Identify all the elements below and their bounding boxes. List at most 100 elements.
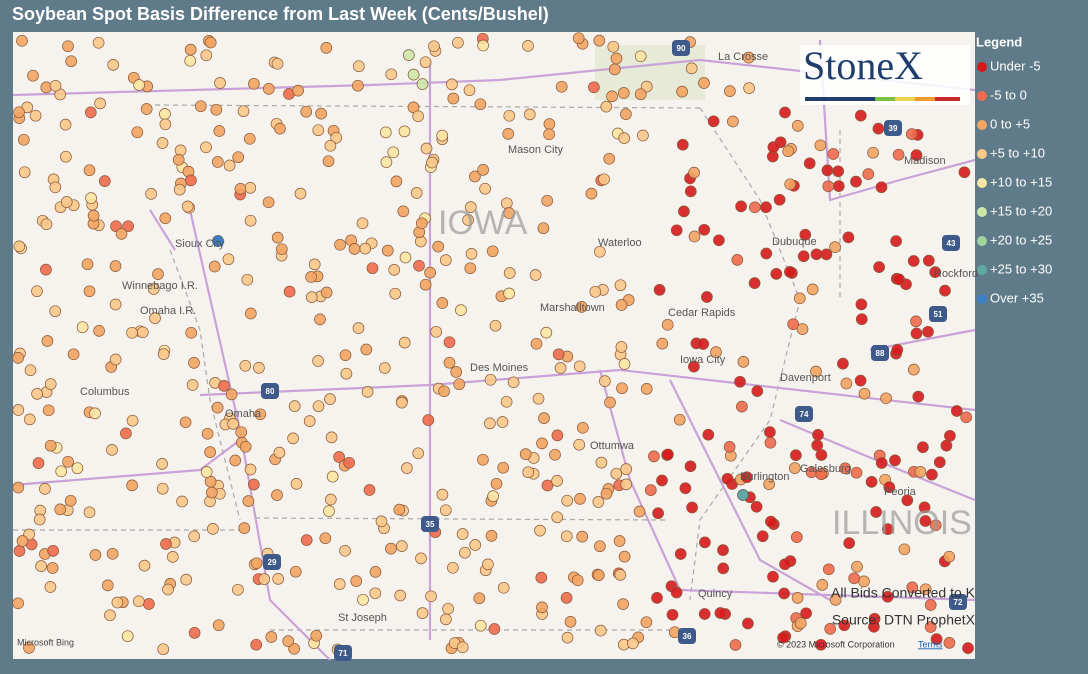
bid-point [750,500,763,513]
bid-point [770,268,783,280]
bid-point [54,503,67,516]
bid-point [310,629,323,642]
bid-point [919,515,932,527]
bid-point [652,507,664,520]
bid-point [821,164,834,177]
bid-point [573,438,586,451]
legend-label: +10 to +15 [990,174,1052,189]
bid-point [456,641,469,654]
bid-point [606,90,618,103]
bid-point [803,157,816,170]
bid-point [375,515,388,528]
bid-point [442,602,454,615]
bid-point [424,266,436,279]
bid-point [640,383,653,395]
bid-point [138,559,151,572]
city-label: Marshalltown [540,302,605,314]
bid-point [438,385,450,398]
bid-point [926,468,938,481]
bid-point [620,108,632,120]
highway-number: 72 [954,598,963,607]
terms-link[interactable]: Terms [918,639,943,649]
bid-point [907,255,920,267]
bid-point [104,609,116,622]
bid-point [145,188,157,200]
bid-point [254,408,267,421]
bid-point [357,593,369,606]
bid-point [962,642,974,654]
logo-bar [895,97,915,101]
bid-point [107,59,120,71]
logo-bar [915,97,935,101]
bid-point [40,263,52,276]
bid-point [561,631,574,644]
bid-point [551,429,564,442]
bid-point [185,326,198,339]
bid-point [387,146,400,159]
highway-shield [678,628,696,644]
bid-point [253,362,265,374]
bid-point [242,495,255,507]
bid-point [410,187,423,199]
bid-point [810,365,822,378]
highway-number: 43 [947,239,956,248]
bid-points [12,32,974,656]
bid-point [474,619,487,632]
bid-point [589,285,602,298]
bid-point [115,228,128,240]
bid-point [881,523,894,535]
bid-point [459,546,471,559]
bid-point [905,128,918,140]
bid-point [44,378,57,390]
bid-point [156,458,168,470]
bid-point [593,245,606,258]
bid-point [121,630,134,643]
bid-point [653,284,666,296]
bid-point [24,364,37,377]
bid-point [714,607,727,619]
logo-background [800,45,970,105]
bid-point [241,273,254,286]
bid-point [838,619,851,632]
bid-point [258,573,271,585]
bid-point [595,456,608,469]
bid-point [541,479,554,492]
bid-point [272,573,285,585]
bid-point [262,83,275,95]
bid-point [741,471,753,484]
bid-point [588,81,600,94]
bid-point [159,118,172,131]
bid-point [610,52,623,65]
bid-point [243,132,256,145]
city-label: Quincy [698,588,733,600]
city-label: Winnebago I.R. [122,280,198,292]
bid-point [685,62,698,75]
bid-point [16,535,29,547]
bid-point [239,440,252,453]
bid-point [274,122,286,135]
bid-point [943,637,956,649]
bid-point [717,544,729,556]
bid-point [618,358,631,370]
bid-point [576,530,589,543]
bid-point [497,581,510,594]
bid-point [399,251,412,264]
bid-point [618,550,631,563]
bid-point [617,87,630,99]
bid-point [868,612,881,625]
bid-point [17,133,30,146]
legend: Legend Under -5 -5 to 0 0 to +5 +5 to +10 +1… [976,34,1052,305]
bid-point [592,496,605,508]
bid-point [749,201,761,214]
bid-point [779,558,791,571]
bid-point [688,166,700,179]
highway-number: 36 [683,632,692,641]
bid-point [940,439,953,452]
bid-point [800,607,812,620]
bid-point [503,207,515,219]
bid-point [743,82,755,94]
bid-point [380,156,393,168]
bid-point [212,619,225,632]
bid-point [348,243,361,255]
bid-point [398,336,411,349]
